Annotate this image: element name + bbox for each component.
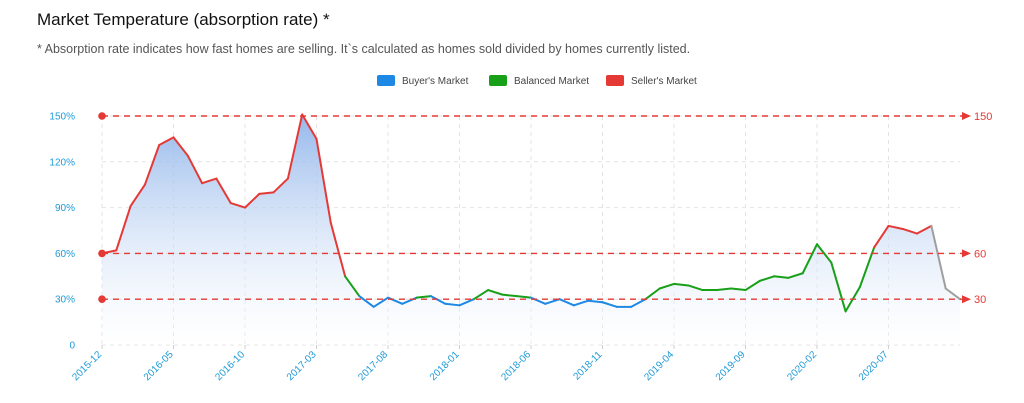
series-segment xyxy=(501,293,518,298)
series-segment xyxy=(472,289,490,301)
series-segment xyxy=(873,224,890,249)
threshold-label: 30 xyxy=(974,294,986,306)
series-segment xyxy=(572,299,590,307)
series-segment xyxy=(930,224,947,290)
threshold-dot xyxy=(98,249,106,258)
series-segment xyxy=(730,287,747,292)
series-segment xyxy=(115,205,132,252)
legend-label: Balanced Market xyxy=(514,76,589,87)
series-segment xyxy=(272,177,289,194)
series-segment xyxy=(544,298,561,305)
x-tick-label: 2016-05 xyxy=(142,349,176,383)
series-segment xyxy=(215,177,232,205)
series-segment xyxy=(415,295,432,299)
series-segment xyxy=(515,295,532,299)
x-tick-label: 2019-04 xyxy=(642,349,676,383)
series-segment xyxy=(229,202,246,209)
legend-swatch xyxy=(377,75,395,86)
y-tick-label: 120% xyxy=(49,157,75,168)
series-segment xyxy=(858,246,876,288)
series-segment xyxy=(715,287,733,292)
threshold-dot xyxy=(98,112,106,120)
area-fill xyxy=(102,114,960,345)
series-segment xyxy=(901,227,919,235)
chart-subtitle: * Absorption rate indicates how fast hom… xyxy=(37,42,691,56)
series-segment xyxy=(301,113,318,140)
series-segment xyxy=(773,275,790,279)
series-segment xyxy=(658,282,675,290)
x-tick-label: 2017-08 xyxy=(356,349,390,383)
series-segment xyxy=(787,272,804,279)
series-segment xyxy=(644,287,661,301)
threshold-label: 150 xyxy=(974,111,992,123)
chart-legend: Buyer's Market Balanced Market Seller's Ma… xyxy=(377,75,697,87)
series-segment xyxy=(129,183,146,208)
x-axis: 2015-12 2016-05 2016-10 2017-03 2017-08 2018-… xyxy=(70,345,891,383)
series-segment xyxy=(601,301,618,308)
x-tick-label: 2016-10 xyxy=(213,349,247,383)
series-segment xyxy=(186,154,204,185)
series-segment xyxy=(172,136,189,157)
series-segment xyxy=(630,298,647,308)
series-segment xyxy=(286,113,304,180)
series-segment xyxy=(444,302,461,307)
series-segment xyxy=(429,295,447,305)
threshold-arrow xyxy=(962,249,971,258)
x-tick-label: 2018-01 xyxy=(428,349,462,383)
threshold-arrow xyxy=(962,112,971,120)
x-tick-label: 2020-07 xyxy=(857,349,891,383)
series-segment xyxy=(887,224,904,230)
series-segment xyxy=(258,191,275,195)
series-segment xyxy=(558,298,575,307)
y-tick-label: 0 xyxy=(69,341,75,352)
x-tick-label: 2018-06 xyxy=(499,349,533,383)
x-tick-label: 2017-03 xyxy=(285,349,319,383)
series-lines xyxy=(101,113,961,313)
x-tick-label: 2020-02 xyxy=(785,349,819,383)
y-axis: 0 30% 60% 90% 120% 150% xyxy=(49,112,75,352)
y-tick-label: 60% xyxy=(55,249,75,260)
series-segment xyxy=(587,299,604,304)
page-title: Market Temperature (absorption rate) * xyxy=(37,10,330,29)
area-path xyxy=(102,114,960,345)
series-segment xyxy=(673,282,690,287)
series-segment xyxy=(744,279,761,292)
series-segment xyxy=(916,224,933,235)
series-segment xyxy=(201,177,218,185)
series-segment xyxy=(816,243,833,264)
legend-swatch xyxy=(489,75,507,86)
y-tick-label: 90% xyxy=(55,203,75,214)
series-segment xyxy=(344,275,361,298)
threshold-dot xyxy=(98,295,106,304)
legend-swatch xyxy=(606,75,624,86)
series-segment xyxy=(315,137,332,224)
series-segment xyxy=(687,284,704,292)
y-tick-label: 150% xyxy=(49,112,75,123)
series-segment xyxy=(487,289,504,296)
series-segment xyxy=(158,136,175,147)
series-segment xyxy=(244,192,261,209)
y-tick-label: 30% xyxy=(55,295,75,306)
series-segment xyxy=(830,261,847,313)
series-segment xyxy=(329,221,347,278)
x-tick-label: 2018-11 xyxy=(571,349,605,383)
legend-label: Seller's Market xyxy=(631,76,697,87)
series-segment xyxy=(458,298,475,307)
series-segment xyxy=(143,144,161,186)
series-segment xyxy=(358,295,375,308)
series-segment xyxy=(372,296,389,308)
series-segment xyxy=(801,243,818,275)
x-tick-label: 2015-12 xyxy=(70,349,104,383)
legend-label: Buyer's Market xyxy=(402,76,469,87)
x-tick-label: 2019-09 xyxy=(714,349,748,383)
series-segment xyxy=(758,275,776,282)
threshold-arrow xyxy=(962,295,971,304)
threshold-label: 60 xyxy=(974,248,986,260)
threshold-lines: 150 60 30 xyxy=(98,111,992,306)
series-segment xyxy=(944,287,961,301)
